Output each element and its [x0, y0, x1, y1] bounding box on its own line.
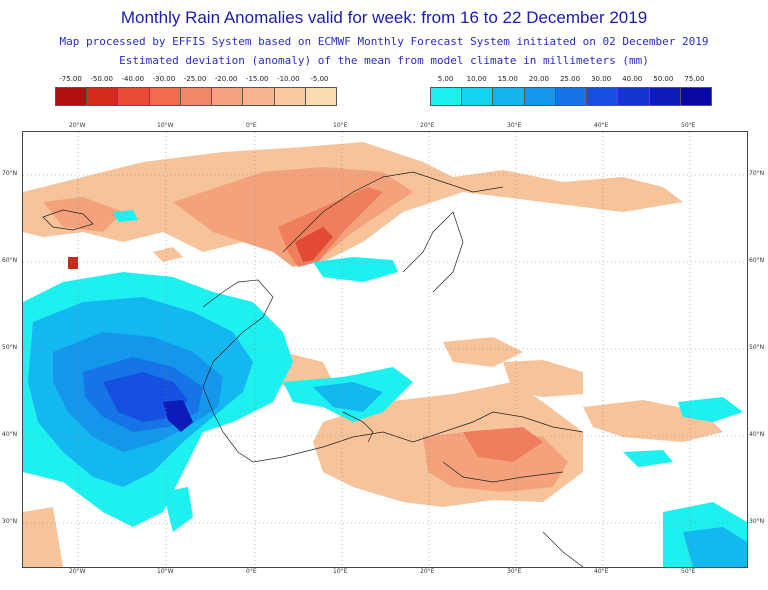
- positive-legend-swatch: [462, 88, 494, 105]
- negative-legend-label: -30.00: [152, 75, 176, 83]
- positive-legend-swatch: [680, 88, 711, 105]
- latitude-label: 40°N: [2, 431, 18, 438]
- graticule: [23, 132, 747, 567]
- latitude-label: 60°N: [2, 257, 18, 264]
- negative-legend-swatch: [118, 88, 150, 105]
- positive-legend-label: 5.00: [437, 75, 454, 83]
- positive-legend-swatch: [618, 88, 650, 105]
- latitude-label: 70°N: [749, 170, 765, 177]
- longitude-label: 20°W: [69, 122, 86, 129]
- map-description: Estimated deviation (anomaly) of the mea…: [119, 54, 649, 67]
- longitude-label: 20°E: [420, 568, 435, 575]
- latitude-label: 40°N: [749, 431, 765, 438]
- negative-legend-label: -75.00: [59, 75, 82, 83]
- negative-legend-bar: [55, 87, 337, 106]
- latitude-label: 50°N: [2, 344, 18, 351]
- negative-legend-swatch: [212, 88, 244, 105]
- positive-legend-swatch: [649, 88, 681, 105]
- negative-legend-label: -50.00: [90, 75, 113, 83]
- longitude-label: 50°E: [681, 122, 696, 129]
- latitude-label: 70°N: [2, 170, 18, 177]
- positive-legend-swatch: [431, 88, 463, 105]
- negative-legend-swatch: [305, 88, 336, 105]
- negative-legend-swatch: [243, 88, 275, 105]
- positive-legend-swatch: [524, 88, 556, 105]
- positive-legend-label: 10.00: [466, 75, 487, 83]
- negative-legend-swatch: [274, 88, 306, 105]
- wet-anomaly-areas: [23, 210, 747, 567]
- longitude-label: 20°E: [420, 122, 435, 129]
- positive-legend-label: 15.00: [497, 75, 518, 83]
- positive-legend-label: 50.00: [653, 75, 674, 83]
- positive-legend-label: 20.00: [528, 75, 549, 83]
- negative-legend-label: -20.00: [214, 75, 238, 83]
- longitude-label: 30°E: [507, 122, 522, 129]
- positive-legend-label: 30.00: [591, 75, 612, 83]
- longitude-label: 40°E: [594, 122, 609, 129]
- negative-legend-label: -40.00: [121, 75, 145, 83]
- longitude-label: 10°E: [333, 568, 348, 575]
- latitude-label: 30°N: [749, 518, 765, 525]
- longitude-label: 10°E: [333, 122, 348, 129]
- latitude-label: 50°N: [749, 344, 765, 351]
- longitude-label: 30°E: [507, 568, 522, 575]
- longitude-label: 0°E: [246, 568, 257, 575]
- coastlines: [42, 171, 584, 567]
- positive-legend-labels: 5.00 10.00 15.00 20.00 25.00 30.00 40.00 50.00 7…: [430, 75, 710, 85]
- positive-legend-bar: [430, 87, 712, 106]
- longitude-label: 20°W: [69, 568, 86, 575]
- anomaly-map: [22, 131, 748, 568]
- negative-legend-label: -5.00: [310, 75, 329, 83]
- map-title: Monthly Rain Anomalies valid for week: f…: [120, 8, 648, 27]
- longitude-label: 10°W: [157, 568, 174, 575]
- latitude-label: 60°N: [749, 257, 765, 264]
- map-canvas: [23, 132, 747, 567]
- negative-legend-swatch: [180, 88, 213, 105]
- positive-legend-swatch: [493, 88, 525, 105]
- negative-legend-swatch: [56, 88, 88, 105]
- longitude-label: 10°W: [157, 122, 174, 129]
- negative-legend-labels: -75.00 -50.00 -40.00 -30.00 -25.00 -20.00 -15.…: [55, 75, 335, 85]
- positive-legend-swatch: [587, 88, 619, 105]
- negative-legend-swatch: [87, 88, 119, 105]
- positive-legend-label: 40.00: [622, 75, 643, 83]
- longitude-label: 0°E: [246, 122, 257, 129]
- positive-legend-label: 75.00: [684, 75, 705, 83]
- negative-legend-swatch: [149, 88, 181, 105]
- longitude-label: 50°E: [681, 568, 696, 575]
- positive-legend-swatch: [555, 88, 588, 105]
- map-subtitle: Map processed by EFFIS System based on E…: [59, 35, 709, 48]
- latitude-label: 30°N: [2, 518, 18, 525]
- negative-legend-label: -25.00: [183, 75, 207, 83]
- negative-legend-label: -15.00: [245, 75, 269, 83]
- longitude-label: 40°E: [594, 568, 609, 575]
- positive-legend-label: 25.00: [559, 75, 581, 83]
- negative-legend-label: -10.00: [277, 75, 300, 83]
